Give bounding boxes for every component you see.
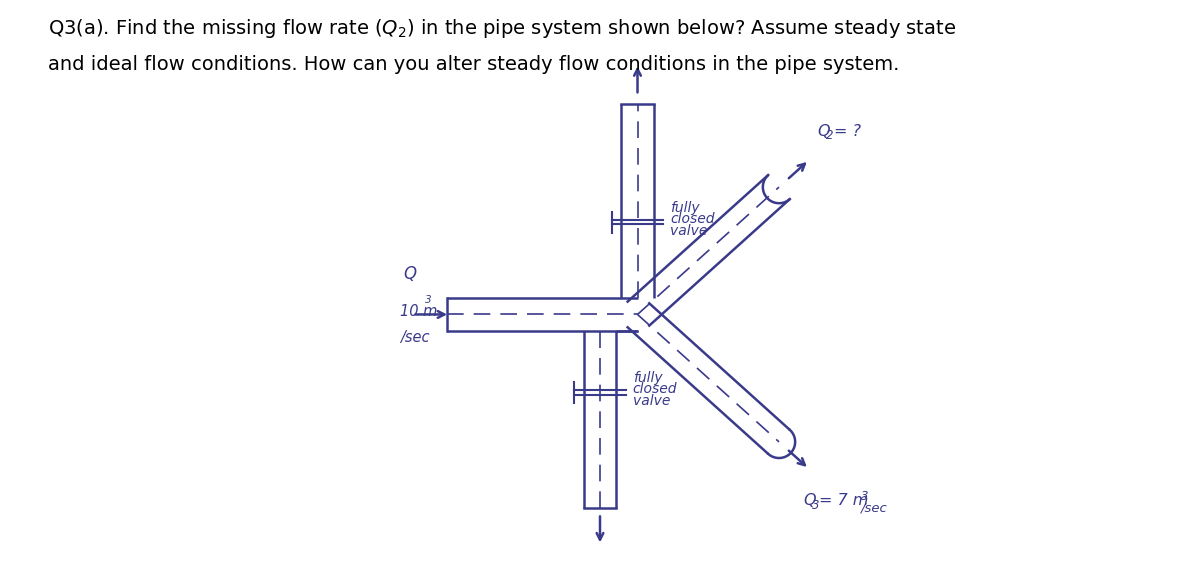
Text: closed: closed (632, 383, 677, 396)
Text: Q: Q (817, 123, 830, 138)
Text: 3: 3 (860, 489, 869, 503)
Text: Q: Q (403, 265, 416, 283)
Text: Q3(a). Find the missing flow rate ($Q_2$) in the pipe system shown below? Assume: Q3(a). Find the missing flow rate ($Q_2$… (48, 17, 956, 40)
Text: valve: valve (671, 224, 708, 238)
Text: 10 m: 10 m (400, 304, 437, 319)
Text: fully: fully (632, 371, 662, 385)
Text: valve: valve (632, 394, 670, 408)
Text: Q: Q (803, 493, 816, 508)
Text: and ideal flow conditions. How can you alter steady flow conditions in the pipe : and ideal flow conditions. How can you a… (48, 55, 899, 74)
Text: 2: 2 (827, 129, 834, 143)
Text: 3: 3 (425, 295, 431, 305)
Text: fully: fully (671, 201, 700, 215)
Text: /sec: /sec (400, 330, 430, 345)
Text: /sec: /sec (860, 501, 888, 514)
Text: 3: 3 (812, 499, 820, 512)
Text: = 7 m: = 7 m (820, 493, 869, 508)
Text: = ?: = ? (834, 123, 860, 138)
Text: closed: closed (671, 212, 715, 226)
